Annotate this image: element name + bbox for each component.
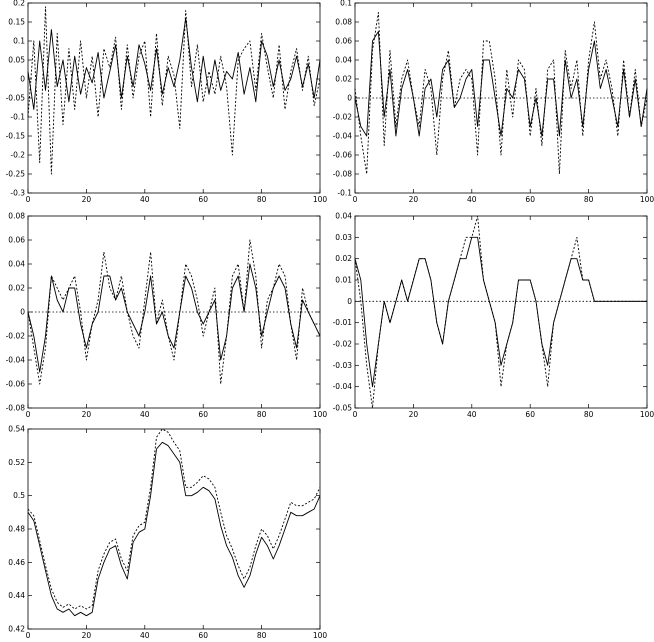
y-tick-label: 0 [347, 94, 352, 103]
y-tick-label: 0.5 [13, 491, 25, 500]
y-tick-label: 0.03 [335, 233, 352, 242]
y-tick-label: 0 [20, 308, 25, 317]
y-tick-label: 0 [20, 75, 25, 84]
y-tick-label: 0.08 [8, 212, 25, 221]
x-tick-label: 20 [409, 410, 419, 419]
y-tick-label: -0.02 [6, 332, 26, 341]
chart-panel-5: 0 20 40 60 80 100 0.42 0.44 0.46 0.48 0.5 0.52 0.54 [8, 425, 327, 641]
x-tick-label: 80 [584, 410, 594, 419]
chart-panel-1: 0 20 40 60 80 100 -0.3 -0.25 -0.2 -0.15 -0.1 -0.05 0… [6, 0, 328, 204]
x-tick-label: 60 [525, 195, 535, 204]
series-line-solid [354, 236, 647, 388]
y-tick-label: 0.06 [8, 236, 25, 245]
y-tick-label: 0.1 [340, 0, 352, 8]
chart-panel-3: 0 20 40 60 80 100 -0.08 -0.06 -0.04 -0.02 0 0.02 0.0… [6, 212, 328, 420]
y-tick-label: 0.1 [13, 37, 25, 46]
y-tick-label: -0.02 [333, 340, 353, 349]
y-tick-label: -0.02 [333, 113, 353, 122]
y-tick-label: 0.48 [8, 525, 25, 534]
x-tick-label: 100 [313, 195, 328, 204]
x-tick-label: 60 [198, 410, 208, 419]
y-tick-label: 0.46 [8, 558, 25, 567]
plot-frame [27, 428, 321, 630]
series-line-dotted [27, 428, 321, 610]
y-tick-label: 0.52 [8, 458, 25, 467]
series-line-solid [27, 441, 321, 617]
y-tick-label: 0.04 [335, 56, 352, 65]
y-tick-label: -0.04 [6, 356, 26, 365]
series-line-dotted [27, 239, 320, 385]
x-tick-label: 20 [409, 195, 419, 204]
series-line-solid [27, 17, 321, 110]
series-line-dotted [354, 215, 647, 409]
x-tick-label: 80 [584, 195, 594, 204]
y-tick-label: -0.1 [337, 189, 352, 198]
y-tick-label: -0.2 [10, 151, 25, 160]
x-tick-label: 100 [313, 631, 328, 640]
y-tick-label: 0.05 [8, 56, 25, 65]
y-tick-label: 0.54 [8, 425, 25, 434]
plot-frame [354, 215, 648, 409]
y-tick-label: 0.15 [8, 18, 25, 27]
y-tick-label: -0.05 [6, 94, 26, 103]
series-line-solid [354, 31, 648, 137]
x-tick-label: 80 [257, 410, 267, 419]
y-tick-label: -0.1 [10, 113, 25, 122]
x-tick-label: 60 [198, 195, 208, 204]
y-tick-label: 0 [347, 297, 352, 306]
y-tick-label: 0.08 [335, 18, 352, 27]
x-tick-label: 100 [640, 410, 654, 419]
x-tick-label: 0 [26, 631, 31, 640]
y-tick-label: 0.02 [8, 284, 25, 293]
y-tick-label: -0.04 [333, 382, 353, 391]
series-line-dotted [27, 6, 321, 175]
y-tick-label: -0.15 [6, 132, 26, 141]
x-tick-label: 60 [525, 410, 535, 419]
y-tick-label: 0.2 [13, 0, 25, 8]
x-tick-label: 40 [467, 410, 477, 419]
x-tick-label: 60 [198, 631, 208, 640]
x-tick-label: 20 [82, 195, 92, 204]
y-tick-label: -0.05 [333, 404, 353, 413]
series-line-solid [27, 263, 321, 373]
series-line-dotted [354, 12, 648, 175]
x-tick-label: 0 [353, 195, 358, 204]
x-tick-label: 100 [640, 195, 654, 204]
y-tick-label: 0.02 [335, 254, 352, 263]
x-tick-label: 0 [353, 410, 358, 419]
plot-frame [27, 215, 321, 409]
x-tick-label: 20 [82, 410, 92, 419]
x-tick-label: 40 [140, 410, 150, 419]
y-tick-label: 0.42 [8, 625, 25, 634]
y-tick-label: -0.08 [6, 404, 26, 413]
y-tick-label: -0.08 [333, 170, 353, 179]
x-tick-label: 0 [26, 195, 31, 204]
y-tick-label: 0.06 [335, 37, 352, 46]
y-tick-label: 0.01 [335, 276, 352, 285]
x-tick-label: 20 [82, 631, 92, 640]
chart-panel-2: 0 20 40 60 80 100 -0.1 -0.08 -0.06 -0.04 -0.02 0 0.0… [333, 0, 654, 204]
y-tick-label: -0.03 [333, 361, 353, 370]
x-tick-label: 40 [467, 195, 477, 204]
x-tick-label: 0 [26, 410, 31, 419]
plot-frame [354, 2, 648, 194]
x-tick-label: 80 [257, 195, 267, 204]
y-tick-label: -0.01 [333, 318, 353, 327]
y-tick-label: -0.25 [6, 170, 26, 179]
chart-panel-4: 0 20 40 60 80 100 -0.05 -0.04 -0.03 -0.02 -0.01 0 0.… [333, 212, 654, 420]
x-tick-label: 40 [140, 631, 150, 640]
y-tick-label: -0.3 [10, 189, 25, 198]
y-tick-label: -0.06 [333, 151, 353, 160]
y-tick-label: 0.44 [8, 591, 25, 600]
y-tick-label: 0.02 [335, 75, 352, 84]
x-tick-label: 40 [140, 195, 150, 204]
y-tick-label: 0.04 [335, 212, 352, 221]
y-tick-label: -0.06 [6, 380, 26, 389]
y-tick-label: 0.04 [8, 260, 25, 269]
x-tick-label: 100 [313, 410, 328, 419]
x-tick-label: 80 [257, 631, 267, 640]
plot-frame [27, 2, 321, 194]
y-tick-label: -0.04 [333, 132, 353, 141]
